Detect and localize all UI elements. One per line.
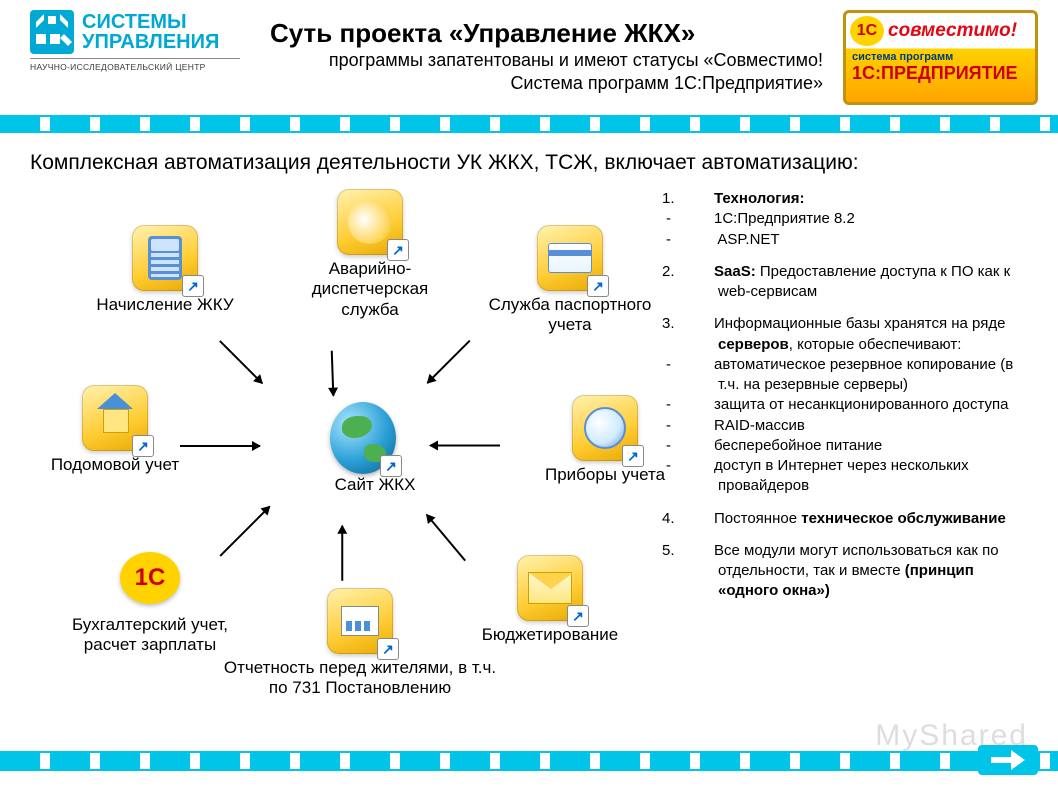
info-line: 4.Постоянное техническое обслуживание bbox=[690, 509, 1038, 529]
node-house: ↗ Подомовой учет bbox=[30, 385, 200, 475]
node-passport: ↗Служба паспортного учета bbox=[470, 225, 670, 336]
info-line: -RAID-массив bbox=[690, 416, 1038, 436]
info-line: 1.Технология: bbox=[690, 189, 1038, 209]
dish-icon: ↗ bbox=[337, 189, 403, 255]
header: СИСТЕМЫ УПРАВЛЕНИЯ НАУЧНО-ИССЛЕДОВАТЕЛЬС… bbox=[0, 0, 1058, 115]
node-label: Начисление ЖКУ bbox=[90, 295, 240, 315]
compat-line2: 1С:ПРЕДПРИЯТИЕ bbox=[852, 63, 1029, 84]
envelope-icon: ↗ bbox=[517, 555, 583, 621]
info-line: -доступ в Интернет через нескольких пров… bbox=[690, 456, 1038, 497]
arrow bbox=[427, 340, 470, 383]
node-meters: ↗ Приборы учета bbox=[520, 395, 690, 485]
bottom-stripe bbox=[0, 751, 1058, 771]
main-content: ↗Сайт ЖКХ↗Начисление ЖКУ↗Аварийно-диспет… bbox=[0, 185, 1058, 685]
node-label: Служба паспортного учета bbox=[470, 295, 670, 336]
center-node: ↗ Сайт ЖКХ bbox=[320, 405, 430, 495]
node-label: Подомовой учет bbox=[30, 455, 200, 475]
compat-line1: система программ bbox=[852, 51, 1029, 63]
node-label: Бюджетирование bbox=[460, 625, 640, 645]
top-stripe bbox=[0, 115, 1058, 133]
meter-icon: ↗ bbox=[572, 395, 638, 461]
center-label: Сайт ЖКХ bbox=[320, 475, 430, 495]
chart-icon: ↗ bbox=[327, 588, 393, 654]
one-c-icon: 1C bbox=[850, 16, 884, 46]
logo-icon bbox=[30, 10, 74, 54]
card-icon: ↗ bbox=[537, 225, 603, 291]
page-subtitle: программы запатентованы и имеют статусы … bbox=[270, 49, 833, 96]
house-icon: ↗ bbox=[82, 385, 148, 451]
node-budget: ↗ Бюджетирование bbox=[460, 555, 640, 645]
logo-text-line2: УПРАВЛЕНИЯ bbox=[82, 32, 219, 52]
node-dispatch: ↗Аварийно-диспетчерская служба bbox=[285, 189, 455, 320]
info-line: -защита от несанкционированного доступа bbox=[690, 395, 1038, 415]
info-line: 2.SaaS: Предоставление доступа к ПО как … bbox=[690, 262, 1038, 303]
node-report: ↗Отчетность перед жителями, в т.ч. по 73… bbox=[220, 588, 500, 699]
one-c-icon: 1C bbox=[117, 545, 183, 611]
logo-subtext: НАУЧНО-ИССЛЕДОВАТЕЛЬСКИЙ ЦЕНТР bbox=[30, 58, 240, 72]
section-subtitle: Комплексная автоматизация деятельности У… bbox=[0, 133, 1058, 185]
info-line: 5.Все модули могут использоваться как по… bbox=[690, 541, 1038, 602]
arrow bbox=[430, 445, 500, 447]
logo-left: СИСТЕМЫ УПРАВЛЕНИЯ НАУЧНО-ИССЛЕДОВАТЕЛЬС… bbox=[30, 10, 240, 105]
node-label: Отчетность перед жителями, в т.ч. по 731… bbox=[220, 658, 500, 699]
info-line: -бесперебойное питание bbox=[690, 436, 1038, 456]
node-label: Аварийно-диспетчерская служба bbox=[285, 259, 455, 320]
title-block: Суть проекта «Управление ЖКХ» программы … bbox=[240, 10, 843, 96]
info-line: - ASP.NET bbox=[690, 230, 1038, 250]
arrow bbox=[331, 351, 334, 396]
compat-label: совместимо! bbox=[888, 20, 1017, 42]
arrow bbox=[219, 340, 262, 383]
calc-icon: ↗ bbox=[132, 225, 198, 291]
logo-right: 1C совместимо! система программ 1С:ПРЕДП… bbox=[843, 10, 1038, 105]
page-title: Суть проекта «Управление ЖКХ» bbox=[270, 18, 833, 49]
info-line: -автоматическое резервное копирование (в… bbox=[690, 355, 1038, 396]
info-line: 3.Информационные базы хранятся на ряде с… bbox=[690, 314, 1038, 355]
next-arrow-icon[interactable] bbox=[978, 745, 1038, 775]
globe-icon: ↗ bbox=[330, 405, 396, 471]
node-label: Приборы учета bbox=[520, 465, 690, 485]
arrow bbox=[341, 526, 343, 581]
node-calc: ↗ Начисление ЖКУ bbox=[90, 225, 240, 315]
info-panel: 1.Технология:-1С:Предприятие 8.2- ASP.NE… bbox=[690, 185, 1038, 685]
hub-diagram: ↗Сайт ЖКХ↗Начисление ЖКУ↗Аварийно-диспет… bbox=[10, 185, 690, 685]
logo-text-line1: СИСТЕМЫ bbox=[82, 12, 219, 32]
info-line: -1С:Предприятие 8.2 bbox=[690, 209, 1038, 229]
